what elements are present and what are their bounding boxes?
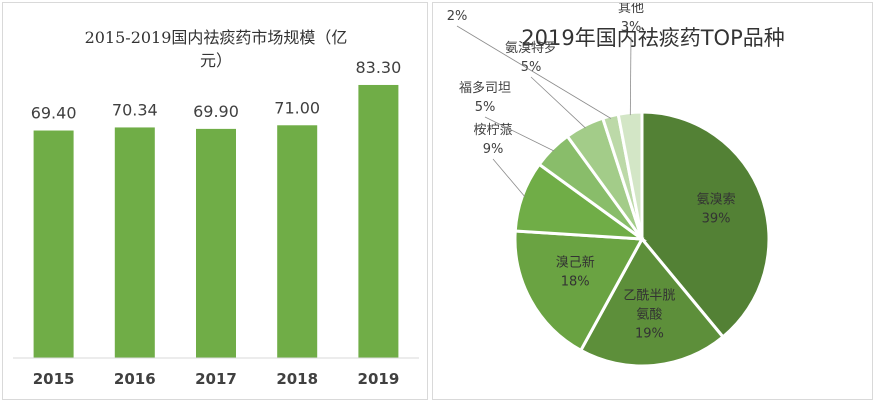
pie-label-text: 溴己新 [556,255,595,271]
pie-label-8: 其他 3% [618,3,644,35]
bar-2015 [33,130,74,358]
bar-2018 [277,125,318,359]
pie-label-percent: 39% [702,211,731,226]
pie-label-percent: 5% [521,60,542,75]
pie-label-text: 桉柠蒎 [473,123,512,138]
pie-label-text: 氨酸 [636,307,662,322]
pie-leader-line [492,158,526,198]
pie-label-7: 羧甲司坦2% [444,3,470,24]
x-tick-label: 2017 [195,370,237,388]
bar-value-label: 70.34 [112,100,158,119]
pie-label-percent: 19% [635,326,664,341]
pie-label-5: 福多司坦 5% [459,80,511,115]
pie-leader-line [530,76,586,129]
pie-label-percent: 9% [483,142,504,157]
pie-label-6: 氨溴特罗 5% [505,41,557,75]
market-size-bar-chart: 2015-2019国内祛痰药市场规模（亿 元） 69.40 2015 70.34 20… [13,28,419,388]
market-size-bar-chart-panel: 2015-2019国内祛痰药市场规模（亿 元） 69.40 2015 70.34 20… [2,2,428,400]
pie-label-text: 乙酰半胱 [623,288,675,303]
top-varieties-pie-chart-panel: 2019年国内祛痰药TOP品种 氨溴索 39% 乙酰半胱氨酸 19% 溴己新 18% 桉柠蒎… [432,2,873,400]
bar-value-label: 83.30 [355,58,401,77]
x-tick-label: 2019 [358,370,400,388]
bar-value-label: 69.40 [31,104,77,123]
pie-leader-line [629,36,632,116]
pie-label-text: 其他 [618,3,644,16]
pie-label-text: 福多司坦 [459,80,511,96]
bar-value-label: 69.90 [193,102,239,121]
pie-label-percent: 5% [475,100,496,115]
pie-label-text: 氨溴特罗 [505,41,557,56]
pie-label-text: 司坦 [444,3,470,5]
pie-label-3: 溴己新 18% [556,255,595,290]
x-tick-label: 2016 [114,370,156,388]
pie-label-percent: 18% [561,275,590,290]
pie-label-4: 桉柠蒎 9% [473,123,512,157]
bar-2016 [114,127,155,359]
bar-2017 [196,128,236,358]
pie-chart-title: 2019年国内祛痰药TOP品种 [521,26,784,50]
pie-slice-3 [513,229,645,353]
pie-leader-line [484,116,555,152]
x-tick-label: 2018 [276,370,318,388]
pie-slice-2 [578,236,726,368]
bar-chart-title-line-1: 2015-2019国内祛痰药市场规模（亿 [85,28,348,47]
pie-leader-line [456,25,612,119]
pie-slice-1 [640,110,771,339]
x-tick-label: 2015 [33,370,75,388]
pie-label-text: 氨溴索 [697,192,736,207]
pie-label-1: 氨溴索 39% [697,192,736,226]
bar-chart-title-line-2: 元） [200,51,232,70]
pie-label-percent: 2% [447,9,468,24]
bar-2019 [358,84,399,358]
pie-label-percent: 3% [621,20,642,35]
bar-value-label: 71.00 [274,98,320,117]
